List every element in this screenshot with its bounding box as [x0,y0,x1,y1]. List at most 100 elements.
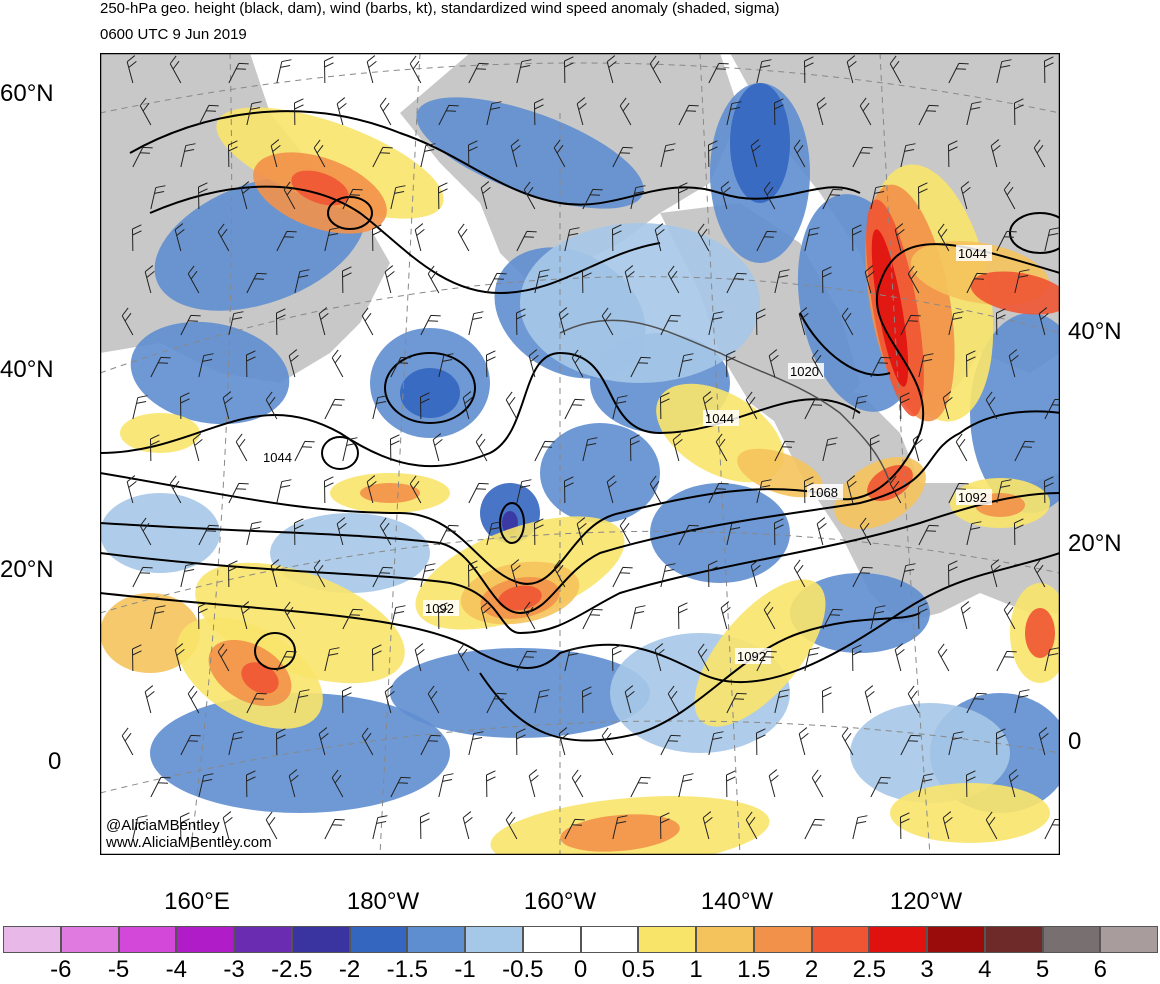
wind-barb [726,692,747,714]
wind-barb [390,776,411,798]
lat-label-60n-left: 60°N [0,80,54,107]
lat-label-20n-right: 20°N [1068,530,1122,557]
anomaly-shading [390,648,650,738]
lat-label-20n-left: 20°N [0,556,54,583]
wind-barb [725,350,736,378]
wind-barb [581,686,592,714]
wind-barb [324,398,345,420]
colorbar-swatch [580,926,639,953]
colorbar [3,926,1159,953]
wind-barb [756,650,777,672]
wind-barb [1043,56,1054,84]
wind-barb [419,392,430,420]
wind-barb [907,265,920,294]
wind-barb [246,692,267,714]
anomaly-shading [520,223,760,383]
anomaly-shading [130,321,290,425]
wind-barb [708,482,729,504]
wind-barb [361,727,374,756]
anomaly-shading [498,585,542,611]
wind-barb [1003,601,1016,630]
wind-barb [702,391,713,420]
contour-label: 1068 [809,485,838,500]
anomaly-shading [100,593,200,673]
wind-barb [414,223,425,252]
wind-barb [630,605,646,630]
lon-label-140w: 140°W [700,888,774,915]
wind-barb [900,563,916,588]
wind-barb [121,727,134,756]
colorbar-level-label: -5 [107,956,130,983]
wind-barb [427,265,440,294]
wind-barb [720,601,731,630]
wind-barb [773,518,784,546]
wind-barb [139,97,152,126]
wind-barb [132,146,153,168]
colorbar-level-label: 3 [920,956,934,983]
wind-barb [198,524,219,546]
wind-barb [179,392,190,420]
wind-barb [715,433,728,462]
lon-label-160w: 160°W [523,888,597,915]
colorbar-level-label: -2.5 [271,956,313,983]
wind-barb [564,227,580,252]
wind-barb [763,601,776,630]
wind-barb [516,650,537,672]
wind-barb [846,55,857,84]
wind-barb [804,227,820,252]
graticule-line [100,720,1060,794]
lon-label-120w: 120°W [889,888,963,915]
wind-barb [246,521,262,546]
wind-barb [462,391,473,420]
wind-barb [985,811,998,840]
wind-barb [342,608,363,630]
wind-barb [372,566,393,588]
contour-label: 1092 [737,649,766,664]
wind-barb [726,272,747,294]
colorbar-level-label: 0.5 [621,956,655,983]
wind-barb [996,230,1017,252]
wind-barb [270,559,281,588]
wind-barb [187,265,200,294]
wind-barb [515,728,526,756]
wind-barb [323,56,334,84]
landmass [760,393,1060,623]
wind-barb [889,55,902,84]
contour-label: 1044 [263,450,292,465]
contour-label-bg [788,363,824,379]
colorbar-swatch [407,926,466,953]
wind-barb [246,272,267,294]
wind-barb [846,475,857,504]
wind-barb [937,223,950,252]
contour-label: 1092 [425,601,454,616]
wind-barb [619,517,632,546]
wind-barb [822,608,843,630]
wind-barb [331,349,344,378]
colorbar-swatch [522,926,581,953]
wind-barb [324,227,340,252]
colorbar-swatch [753,926,812,953]
wind-barb [126,55,137,84]
wind-barb [389,434,400,462]
colorbar-level-label: 0 [573,956,588,983]
wind-barb [457,223,470,252]
wind-barb [564,398,585,420]
wind-barb [505,391,518,420]
wind-barb [150,605,166,630]
anomaly-shading [970,271,1060,315]
wind-barb [563,56,574,84]
map-canvas: 1044 1020 1044 1068 1092 1092 1092 1044 [100,53,1060,855]
contour-label-bg [956,489,992,505]
wind-barb [480,601,491,630]
credit-website: www.AliciaMBentley.com [106,834,272,851]
wind-barb [126,475,137,504]
colorbar-swatch [349,926,408,953]
wind-barb [889,475,902,504]
wind-barb [180,734,201,756]
wind-barb [660,143,676,168]
wind-barb [558,727,569,756]
wind-barb [516,479,532,504]
wind-barb [486,272,507,294]
wind-barb [323,476,334,504]
wind-barb [246,101,262,126]
